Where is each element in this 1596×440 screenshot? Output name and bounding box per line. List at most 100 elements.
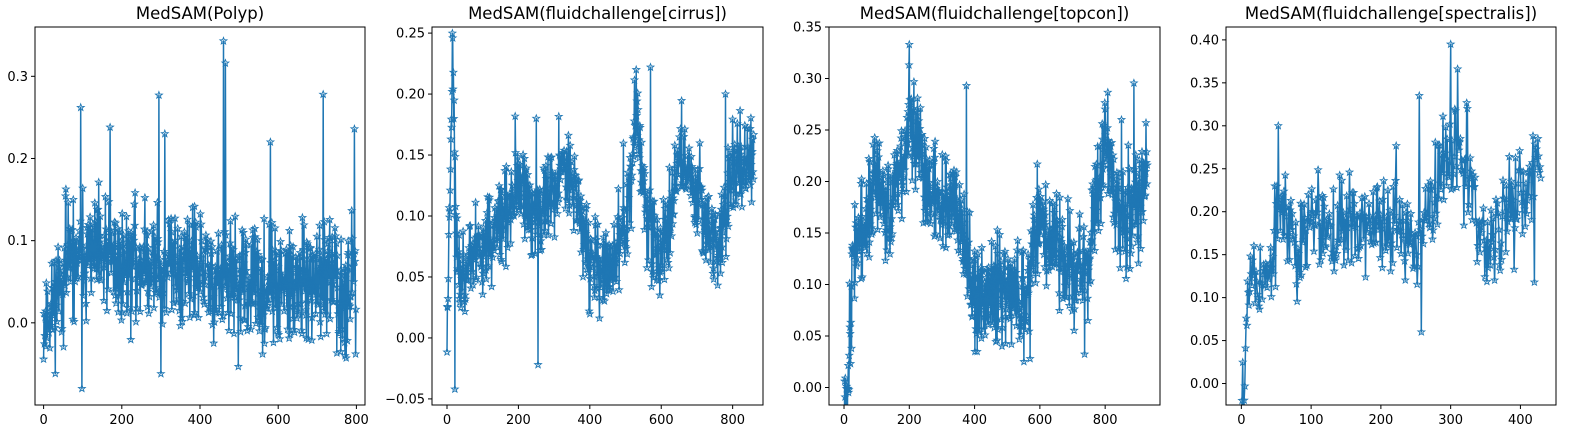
data-point-star-icon <box>1265 257 1275 267</box>
data-point-star-icon <box>686 151 696 161</box>
data-point-star-icon <box>870 132 880 142</box>
data-point-star-icon <box>1035 191 1046 201</box>
data-point-star-icon <box>493 210 503 220</box>
data-point-star-icon <box>1504 151 1514 161</box>
data-point-star-icon <box>1062 275 1072 284</box>
data-point-star-icon <box>1013 235 1023 245</box>
data-point-star-icon <box>583 217 594 227</box>
data-point-star-icon <box>68 194 78 204</box>
data-point-star-icon <box>854 245 865 255</box>
data-point-star-icon <box>981 308 992 317</box>
data-point-star-icon <box>872 224 883 234</box>
data-point-star-icon <box>320 235 330 244</box>
data-point-star-icon <box>183 277 193 287</box>
data-point-star-icon <box>96 275 106 285</box>
data-point-star-icon <box>302 237 312 247</box>
data-point-star-icon <box>340 350 350 360</box>
data-point-star-icon <box>207 241 217 251</box>
data-point-star-icon <box>345 301 355 310</box>
data-point-star-icon <box>1091 159 1102 169</box>
data-point-star-icon <box>234 295 244 305</box>
data-point-star-icon <box>655 223 666 233</box>
data-point-star-icon <box>631 110 642 120</box>
data-point-star-icon <box>516 187 527 197</box>
data-point-star-icon <box>994 274 1005 283</box>
data-point-star-icon <box>694 163 705 173</box>
data-point-star-icon <box>133 272 143 282</box>
data-point-star-icon <box>1061 292 1072 301</box>
data-point-star-icon <box>1462 98 1472 107</box>
data-point-star-icon <box>1473 240 1483 250</box>
data-point-star-icon <box>866 181 876 190</box>
data-point-star-icon <box>58 341 69 351</box>
data-point-star-icon <box>1107 189 1118 199</box>
data-point-star-icon <box>166 226 177 236</box>
data-point-star-icon <box>637 160 647 170</box>
data-point-star-icon <box>1506 176 1517 186</box>
data-point-star-icon <box>89 251 99 261</box>
data-point-star-icon <box>1443 157 1454 166</box>
y-tick-label: 0.25 <box>1190 162 1219 177</box>
data-point-star-icon <box>313 289 323 299</box>
data-point-star-icon <box>477 229 488 239</box>
data-point-star-icon <box>713 236 723 246</box>
data-point-star-icon <box>864 252 874 262</box>
data-point-star-icon <box>191 222 201 232</box>
data-point-star-icon <box>652 214 662 224</box>
data-point-star-icon <box>855 233 865 243</box>
data-point-star-icon <box>1250 298 1260 307</box>
data-point-star-icon <box>150 252 161 262</box>
data-point-star-icon <box>680 124 690 134</box>
data-point-star-icon <box>110 290 120 300</box>
data-point-star-icon <box>256 319 266 329</box>
data-point-star-icon <box>248 287 259 297</box>
data-point-star-icon <box>241 234 251 244</box>
data-point-star-icon <box>1475 247 1485 257</box>
data-point-star-icon <box>1406 208 1416 218</box>
data-point-star-icon <box>1510 223 1520 232</box>
data-point-star-icon <box>457 264 467 274</box>
data-point-star-icon <box>633 104 643 114</box>
data-point-star-icon <box>330 223 340 232</box>
data-point-star-icon <box>732 150 742 159</box>
data-point-star-icon <box>1373 225 1383 234</box>
data-point-star-icon <box>746 197 757 207</box>
data-point-star-icon <box>1336 234 1346 244</box>
data-point-star-icon <box>515 160 525 169</box>
data-point-star-icon <box>69 316 79 326</box>
data-point-star-icon <box>1008 288 1018 298</box>
data-point-star-icon <box>149 303 159 312</box>
data-point-star-icon <box>1403 248 1413 258</box>
data-point-star-icon <box>590 212 600 221</box>
data-point-star-icon <box>60 280 70 290</box>
data-point-star-icon <box>494 181 504 190</box>
data-point-star-icon <box>1366 226 1376 236</box>
data-point-star-icon <box>454 279 464 289</box>
data-point-star-icon <box>539 165 550 175</box>
data-point-star-icon <box>1415 225 1426 234</box>
data-point-star-icon <box>480 215 491 225</box>
data-point-star-icon <box>979 288 989 298</box>
data-point-star-icon <box>347 234 358 243</box>
data-point-star-icon <box>1277 191 1288 201</box>
data-point-star-icon <box>252 234 263 244</box>
data-point-star-icon <box>907 97 917 107</box>
data-point-star-icon <box>996 256 1006 266</box>
data-point-star-icon <box>224 268 234 278</box>
data-point-star-icon <box>1007 263 1017 273</box>
data-point-star-icon <box>495 249 505 259</box>
x-tick-label: 400 <box>188 413 213 428</box>
data-point-star-icon <box>842 427 849 434</box>
data-point-star-icon <box>334 328 344 338</box>
data-point-star-icon <box>500 165 510 175</box>
data-point-star-icon <box>1440 148 1450 158</box>
data-point-star-icon <box>168 239 178 249</box>
data-point-star-icon <box>197 278 208 288</box>
data-point-star-icon <box>1019 356 1029 366</box>
data-point-star-icon <box>156 368 166 378</box>
data-point-star-icon <box>868 227 878 237</box>
data-point-star-icon <box>1056 236 1066 246</box>
data-point-star-icon <box>166 268 176 278</box>
data-point-star-icon <box>904 114 915 124</box>
data-point-star-icon <box>164 218 175 228</box>
